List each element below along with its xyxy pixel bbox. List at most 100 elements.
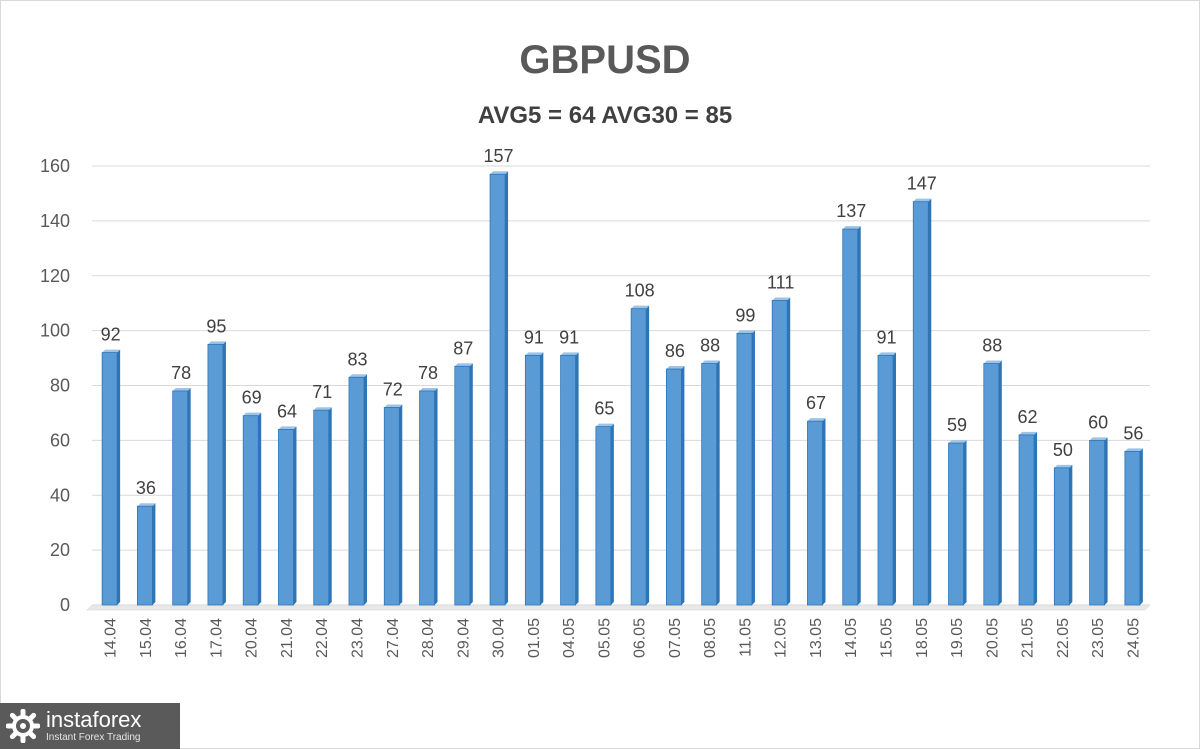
bar-side — [187, 387, 191, 605]
x-tick-label: 29.04 — [455, 618, 472, 658]
bar — [313, 409, 330, 606]
bar — [489, 173, 506, 606]
bar-top — [207, 341, 226, 345]
bar — [807, 420, 823, 606]
bar-side — [998, 360, 1002, 605]
bar-top — [1089, 437, 1108, 441]
bar-top — [102, 349, 121, 353]
bar-side — [505, 171, 509, 605]
data-label: 71 — [312, 382, 332, 402]
x-tick-label: 01.05 — [526, 618, 543, 658]
x-tick-label: 05.05 — [596, 618, 613, 658]
bar-side — [152, 503, 156, 605]
data-label: 88 — [982, 336, 1002, 356]
bar-side — [258, 412, 262, 605]
data-label: 95 — [206, 316, 226, 336]
data-label: 65 — [594, 399, 614, 419]
bar — [419, 390, 435, 606]
bar — [1089, 439, 1105, 606]
bar-top — [666, 366, 685, 370]
bar-top — [1124, 448, 1143, 452]
data-label: 91 — [524, 327, 544, 347]
bar — [595, 426, 612, 606]
bar — [383, 407, 400, 606]
x-tick-label: 23.05 — [1090, 618, 1107, 658]
bar-side — [610, 423, 614, 605]
bar — [877, 354, 894, 606]
bar-top — [560, 352, 579, 356]
x-tick-label: 20.04 — [244, 618, 261, 658]
data-label: 91 — [559, 327, 579, 347]
chart-title: GBPUSD — [519, 38, 691, 82]
bar-side — [117, 349, 121, 605]
bar — [524, 354, 541, 606]
y-tick-label: 20 — [50, 540, 70, 560]
bar — [736, 332, 753, 606]
bar-top — [595, 423, 614, 427]
x-tick-label: 28.04 — [420, 618, 437, 658]
x-tick-label: 15.04 — [138, 618, 155, 658]
instaforex-logo-icon — [6, 709, 40, 743]
bar-top — [1054, 464, 1073, 468]
bar-side — [963, 440, 967, 605]
y-tick-label: 100 — [40, 321, 70, 341]
bar-side — [399, 404, 403, 605]
bar-top — [807, 418, 826, 422]
x-tick-label: 22.05 — [1055, 618, 1072, 658]
data-label: 91 — [876, 327, 896, 347]
bar — [842, 228, 859, 606]
data-label: 83 — [347, 349, 367, 369]
bar-side — [646, 305, 650, 605]
bar — [278, 428, 294, 606]
bar-top — [878, 352, 896, 356]
bar — [242, 415, 259, 606]
data-label: 78 — [171, 363, 191, 383]
y-tick-label: 0 — [60, 595, 70, 615]
data-label: 137 — [836, 201, 866, 221]
x-tick-label: 21.04 — [279, 618, 296, 658]
chart-subtitle: AVG5 = 64 AVG30 = 85 — [477, 102, 733, 129]
x-tick-label: 27.04 — [385, 618, 402, 658]
bar — [348, 376, 365, 606]
bar — [666, 368, 682, 606]
bar-top — [349, 374, 367, 378]
bar — [454, 365, 471, 606]
x-tick-label: 13.05 — [808, 618, 825, 658]
bar — [172, 390, 189, 606]
x-tick-label: 20.05 — [984, 618, 1001, 658]
x-tick-label: 15.05 — [879, 618, 896, 658]
bar-top — [243, 412, 262, 416]
bar-side — [1034, 431, 1038, 605]
bar-side — [681, 366, 685, 605]
data-label: 86 — [665, 341, 685, 361]
bar — [983, 363, 1000, 606]
data-label: 50 — [1053, 440, 1073, 460]
bar-top — [313, 407, 332, 411]
x-tick-label: 23.04 — [350, 618, 367, 658]
bar-side — [1104, 437, 1108, 605]
bar-top — [913, 198, 932, 202]
x-tick-label: 12.05 — [773, 618, 790, 658]
bar — [207, 343, 224, 606]
x-tick-label: 07.05 — [667, 618, 684, 658]
y-tick-label: 40 — [50, 485, 70, 505]
bar-side — [222, 341, 226, 605]
data-label: 56 — [1123, 423, 1143, 443]
bar-top — [384, 404, 403, 408]
bar-top — [948, 440, 967, 444]
bar-side — [893, 352, 896, 605]
bar — [101, 352, 118, 606]
bar — [560, 354, 576, 606]
y-tick-label: 140 — [40, 211, 70, 231]
data-label: 108 — [625, 281, 655, 301]
x-tick-label: 04.05 — [561, 618, 578, 658]
watermark-name: instaforex — [46, 707, 142, 732]
bar — [630, 308, 647, 606]
bar-side — [1139, 448, 1143, 605]
bar-side — [857, 226, 861, 605]
bar-side — [822, 418, 826, 605]
x-tick-label: 30.04 — [491, 618, 508, 658]
bar-top — [772, 297, 791, 301]
x-tick-label: 22.04 — [314, 618, 331, 658]
bar-side — [787, 297, 791, 605]
